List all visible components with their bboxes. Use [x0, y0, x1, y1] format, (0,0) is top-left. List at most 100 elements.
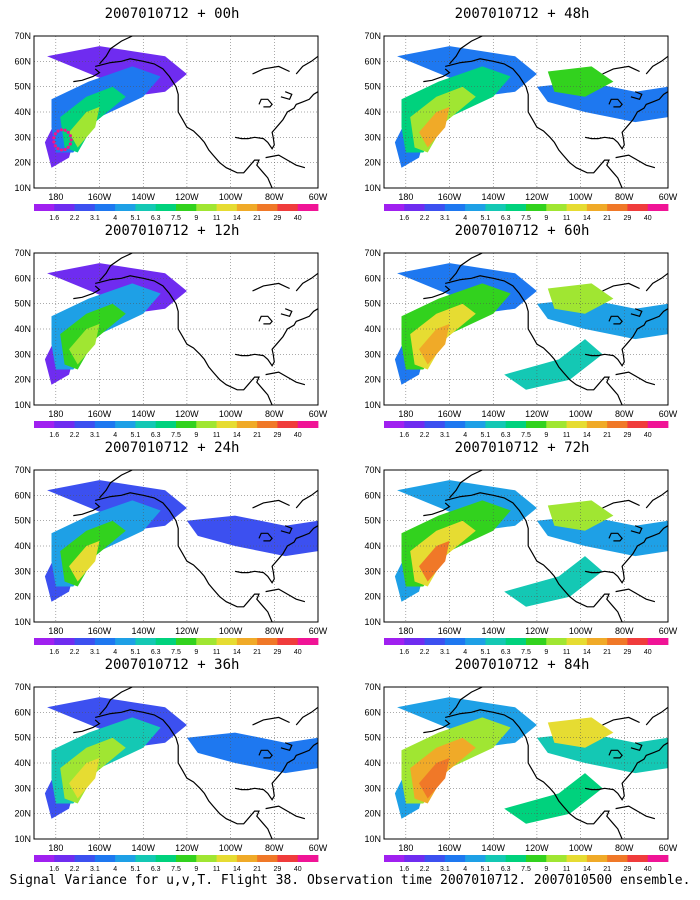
coastline: [449, 35, 483, 65]
latitude-label: 70N: [364, 248, 381, 258]
longitude-label: 100W: [569, 409, 593, 419]
latitude-label: 10N: [14, 617, 31, 627]
colorbar-label: 9: [544, 866, 548, 873]
flight-observation-point: [53, 132, 57, 136]
colorbar-swatch: [526, 855, 547, 862]
coastline: [608, 532, 623, 542]
panel-title: 2007010712 + 00h: [104, 6, 240, 22]
flight-observation-point: [68, 142, 72, 146]
longitude-label: 160W: [88, 626, 112, 636]
latitude-label: 70N: [364, 682, 381, 692]
colorbar-swatch: [647, 204, 669, 211]
coastline: [258, 532, 273, 542]
colorbar-swatch: [546, 855, 567, 862]
coastline: [423, 719, 451, 734]
colorbar-swatch: [404, 638, 425, 645]
longitude-label: 140W: [131, 843, 155, 853]
latitude-label: 20N: [364, 158, 381, 168]
colorbar-swatch: [94, 855, 116, 862]
colorbar-label: 7.5: [171, 649, 181, 656]
latitude-label: 20N: [14, 158, 31, 168]
coastline: [234, 742, 319, 801]
latitude-label: 70N: [14, 31, 31, 41]
colorbar-swatch: [444, 421, 466, 428]
longitude-label: 100W: [219, 626, 243, 636]
coastline: [99, 469, 133, 499]
colorbar-swatch: [526, 204, 547, 211]
map-panel: 2007010712 + 72h 70N 60N 50N 40N 30N 20N 10N 180…: [352, 440, 692, 660]
colorbar-label: 9: [544, 215, 548, 222]
colorbar-swatch: [465, 855, 486, 862]
colorbar-swatch: [176, 855, 197, 862]
coastline: [423, 502, 451, 517]
colorbar-label: 40: [294, 649, 302, 656]
longitude-label: 80W: [265, 409, 284, 419]
colorbar-label: 2.2: [420, 649, 430, 656]
panel-title: 2007010712 + 48h: [454, 6, 590, 22]
latitude-label: 30N: [364, 783, 381, 793]
longitude-label: 120W: [175, 409, 199, 419]
colorbar-swatch: [627, 421, 649, 428]
coastline: [449, 469, 483, 499]
colorbar-swatch: [627, 638, 649, 645]
longitude-label: 160W: [438, 843, 462, 853]
colorbar-label: 6.3: [151, 649, 161, 656]
colorbar-label: 1.6: [399, 432, 409, 439]
colorbar-swatch: [424, 204, 446, 211]
longitude-label: 80W: [615, 192, 634, 202]
colorbar-label: 4: [463, 215, 467, 222]
colorbar-swatch: [277, 638, 299, 645]
colorbar-label: 5.1: [481, 432, 491, 439]
colorbar-label: 1.6: [399, 649, 409, 656]
colorbar-swatch: [277, 855, 299, 862]
variance-contour: [504, 773, 603, 824]
colorbar: 1.6 2.2 3.1 4 5.1 6.3 7.5 9 11 14 21 29 40: [34, 204, 319, 222]
colorbar-swatch: [586, 638, 608, 645]
coastline: [445, 709, 623, 840]
coastline: [630, 525, 643, 535]
colorbar-swatch: [505, 421, 527, 428]
colorbar-label: 4: [463, 432, 467, 439]
colorbar-label: 2.2: [420, 866, 430, 873]
longitude-label: 160W: [438, 192, 462, 202]
colorbar-label: 14: [583, 866, 591, 873]
flight-observation-point: [66, 145, 70, 149]
latitude-label: 40N: [364, 107, 381, 117]
longitude-label: 180: [48, 626, 63, 636]
colorbar-label: 40: [294, 432, 302, 439]
colorbar-swatch: [54, 855, 75, 862]
colorbar-label: 11: [213, 866, 220, 873]
colorbar-swatch: [485, 204, 507, 211]
colorbar-swatch: [236, 638, 258, 645]
panel-title: 2007010712 + 84h: [454, 657, 590, 673]
colorbar-swatch: [277, 204, 299, 211]
latitude-label: 70N: [14, 465, 31, 475]
flight-observation-point: [59, 148, 64, 152]
longitude-label: 180: [398, 626, 413, 636]
flight-observation-point: [66, 130, 70, 134]
colorbar-swatch: [115, 204, 136, 211]
colorbar-label: 2.2: [420, 215, 430, 222]
colorbar-swatch: [236, 855, 258, 862]
latitude-label: 10N: [14, 834, 31, 844]
latitude-label: 30N: [14, 566, 31, 576]
coastline: [280, 742, 293, 752]
colorbar: 1.6 2.2 3.1 4 5.1 6.3 7.5 9 11 14 21 29 40: [34, 638, 319, 656]
colorbar-swatch: [216, 855, 238, 862]
colorbar-swatch: [155, 204, 177, 211]
colorbar-swatch: [74, 638, 96, 645]
colorbar-swatch: [236, 204, 258, 211]
coastline: [449, 252, 483, 282]
colorbar-swatch: [444, 855, 466, 862]
map-panel: 2007010712 + 00h 70N 60N 50N 40N 30N 20N 10N 180…: [2, 6, 342, 226]
longitude-label: 140W: [131, 192, 155, 202]
latitude-label: 70N: [14, 248, 31, 258]
colorbar-swatch: [566, 638, 588, 645]
colorbar-label: 29: [274, 432, 282, 439]
panel-title: 2007010712 + 60h: [454, 223, 590, 239]
coastline: [608, 315, 623, 325]
colorbar-label: 3.1: [440, 649, 450, 656]
colorbar-swatch: [34, 638, 55, 645]
flight-observation-point: [52, 136, 56, 140]
colorbar-label: 9: [544, 432, 548, 439]
